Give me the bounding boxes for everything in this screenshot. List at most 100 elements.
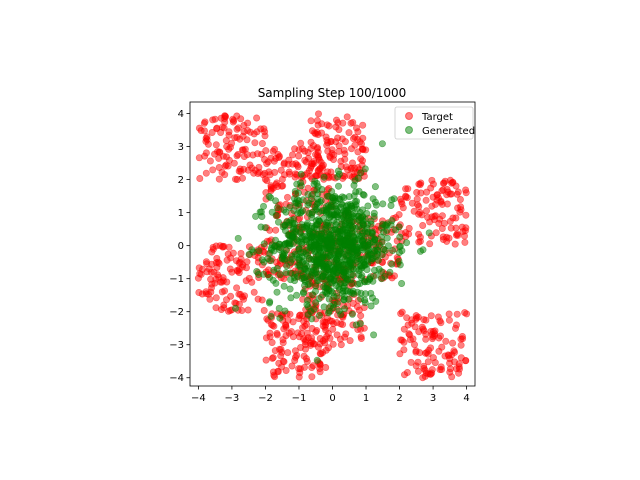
target-point [289,333,297,341]
target-point [337,320,345,328]
target-point [406,331,414,339]
generated-point [378,251,386,259]
target-point [438,200,446,208]
x-tick-label: 2 [396,393,402,404]
target-point [322,133,330,141]
generated-point [366,250,374,258]
target-point [271,168,279,176]
target-point [413,314,421,322]
generated-point [338,193,346,201]
target-point [357,155,365,163]
generated-point [384,242,392,250]
target-point [328,150,336,158]
target-point [195,154,203,162]
target-point [244,127,252,135]
generated-point [318,186,326,194]
target-point [357,312,365,320]
generated-point [388,260,396,268]
target-point [208,129,216,137]
target-point [356,138,364,146]
generated-point [303,296,311,304]
y-tick-label: 2 [178,175,184,186]
generated-point [267,257,275,265]
target-point [217,305,225,313]
generated-point [370,209,378,217]
generated-point [304,201,312,209]
generated-point [380,228,388,236]
generated-point [298,240,306,248]
target-point [258,140,266,148]
target-point [219,242,227,250]
target-point [422,196,430,204]
target-point [308,334,316,342]
generated-point [373,246,381,254]
target-point [444,188,452,196]
target-point [229,249,237,257]
target-point [438,343,446,351]
target-point [233,125,241,133]
generated-point [260,240,268,248]
generated-point [337,310,345,318]
y-tick-label: −4 [169,373,184,384]
target-point [457,206,465,214]
target-point [347,119,355,127]
generated-point [255,247,263,255]
legend-generated-label: Generated [422,126,475,137]
target-point [222,137,230,145]
legend-target-marker [405,112,413,120]
target-point [265,168,273,176]
target-point [451,240,459,248]
generated-point [335,286,343,294]
generated-point [335,258,343,266]
target-point [263,177,271,185]
target-point [254,295,262,303]
target-point [446,359,454,367]
generated-point [356,262,364,270]
target-point [283,193,291,201]
generated-point [301,232,309,240]
y-tick-label: −1 [169,274,184,285]
target-point [415,210,423,218]
target-point [359,121,367,129]
generated-point [360,191,368,199]
legend-box [394,106,474,140]
x-tick-label: 4 [463,393,469,404]
target-point [314,110,322,118]
target-point [349,299,357,307]
target-point [195,288,203,296]
target-point [278,175,286,183]
target-point [313,151,321,159]
target-point [415,180,423,188]
target-point [334,134,342,142]
generated-point [340,260,348,268]
target-point [215,175,223,183]
generated-point [335,247,343,255]
target-point [215,259,223,267]
target-point [403,314,411,322]
generated-point [348,230,356,238]
target-point [335,147,343,155]
target-point [457,354,465,362]
target-point [233,284,241,292]
target-point [262,356,270,364]
target-point [322,363,330,371]
generated-point [354,280,362,288]
generated-point [281,307,289,315]
target-point [289,318,297,326]
target-point [296,365,304,373]
target-point [274,368,282,376]
target-point [427,312,435,320]
target-point [399,204,407,212]
generated-point [348,254,356,262]
target-point [227,292,235,300]
generated-point [313,258,321,266]
generated-point [232,304,240,312]
generated-point [315,311,323,319]
y-tick-label: −3 [169,340,184,351]
target-point [211,115,219,123]
target-point [208,260,216,268]
target-point [324,344,332,352]
generated-point [327,213,335,221]
target-point [279,339,287,347]
